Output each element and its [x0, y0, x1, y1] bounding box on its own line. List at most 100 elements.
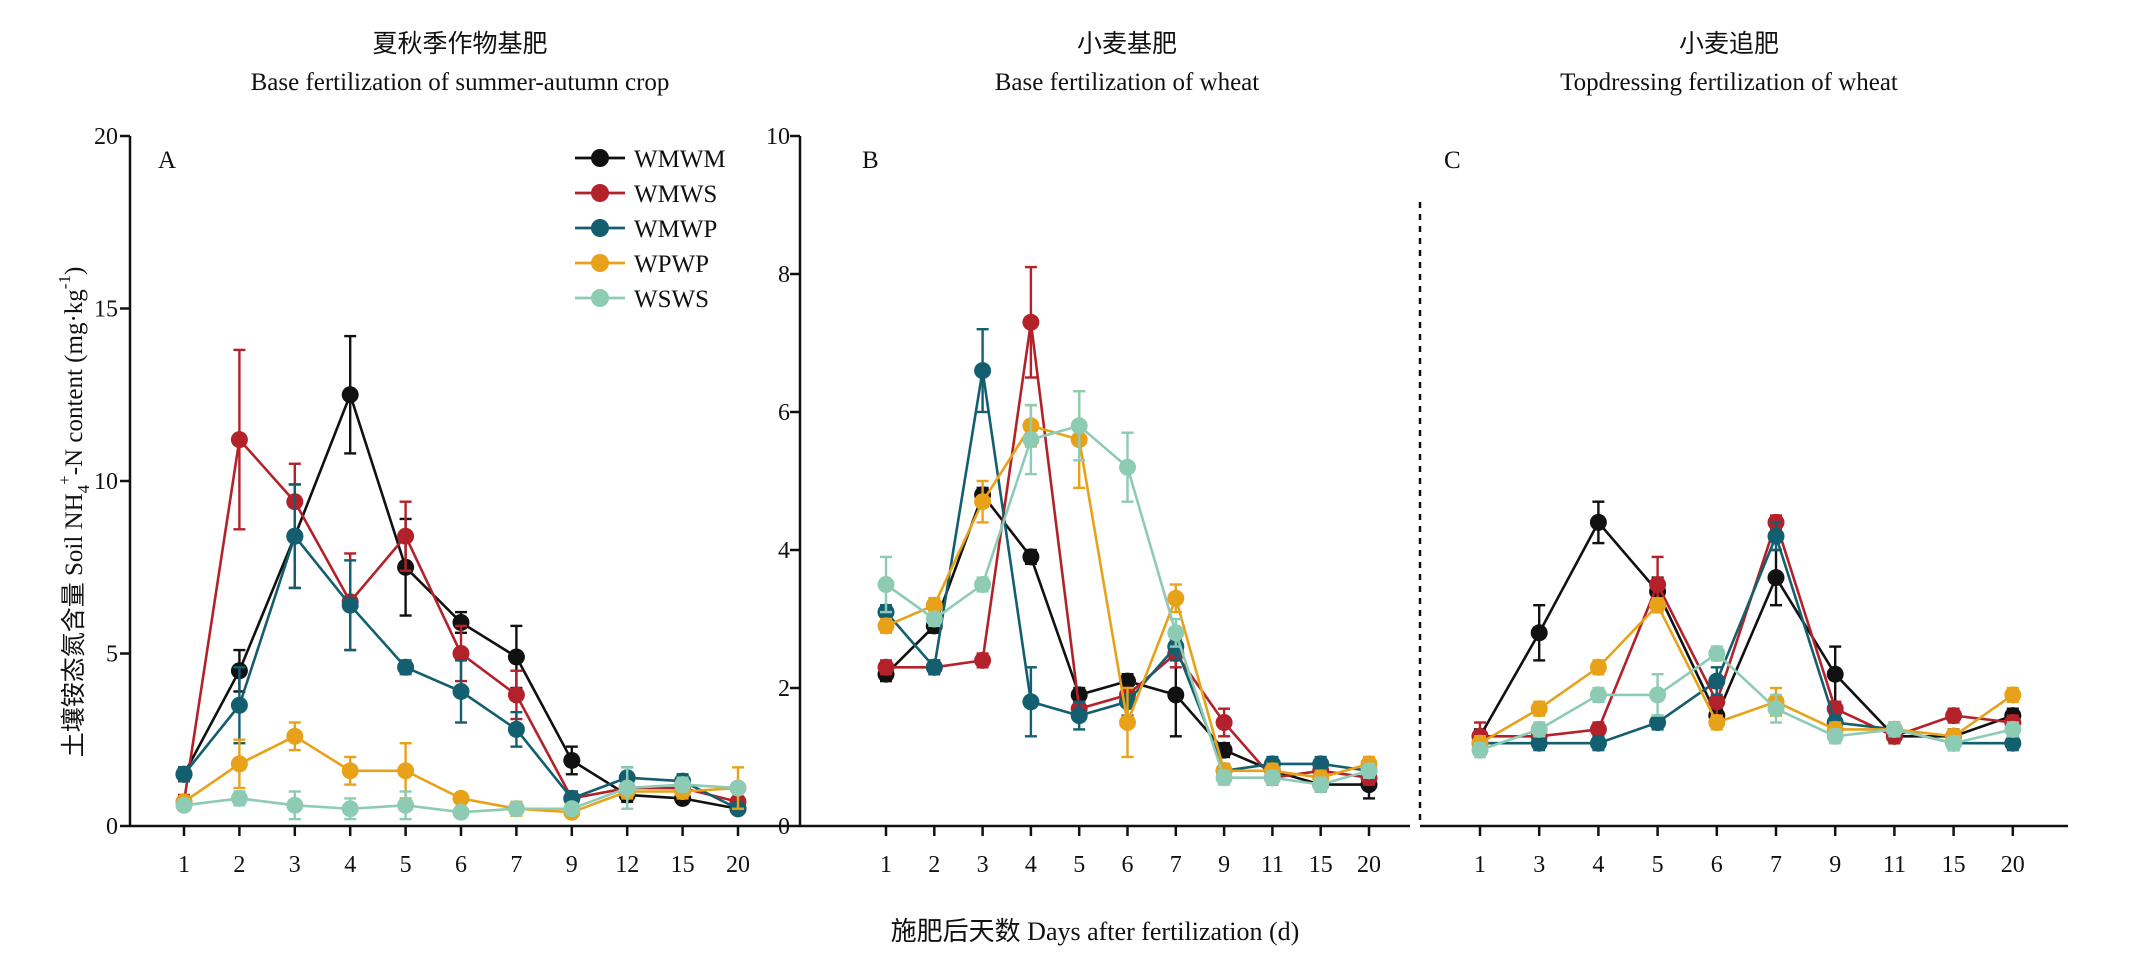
panel-b-title: Base fertilization of wheat [995, 69, 1260, 96]
series-line [1479, 602, 2014, 745]
series-wpwp [1471, 596, 2022, 752]
data-point [1360, 762, 1378, 780]
y-tick-label: 15 [94, 297, 118, 323]
data-point [452, 803, 470, 821]
y-axis-label: 土壤铵态氮含量 Soil NH4+-N content (mg·kg-1) [55, 267, 93, 758]
data-point [974, 493, 992, 511]
series-line [1479, 651, 2014, 752]
data-point [1649, 714, 1667, 731]
data-point [1312, 755, 1330, 773]
data-point [1215, 769, 1233, 787]
data-point [2004, 720, 2022, 738]
data-point [1945, 707, 1963, 725]
legend-marker [591, 289, 609, 307]
x-tick-label: 4 [1025, 852, 1037, 878]
data-point [1826, 665, 1844, 683]
x-tick-label: 1 [880, 852, 892, 878]
data-point [230, 431, 248, 449]
x-tick-label: 5 [1073, 852, 1085, 878]
data-point [1589, 513, 1607, 531]
y-tick-label: 0 [106, 814, 118, 840]
series-line [182, 390, 739, 811]
data-point [175, 796, 193, 814]
panel-a-label: A [158, 147, 176, 174]
data-point [1167, 589, 1185, 607]
legend-label: WMWM [634, 146, 726, 173]
x-tick-label: 11 [1261, 852, 1284, 878]
data-point [1708, 645, 1726, 662]
data-point [507, 648, 525, 666]
panel-c: 1 3 4 5 6 7 9 11 15 20 [1420, 500, 2068, 878]
x-tick-label: 7 [510, 852, 522, 878]
x-tick-label: 20 [2001, 852, 2025, 878]
legend-marker [591, 149, 609, 167]
data-point [507, 800, 525, 818]
data-point [507, 720, 525, 738]
x-tick-label: 6 [1711, 852, 1723, 878]
legend: WMWM WMWS WMWP WPWP WSWS [575, 146, 726, 313]
legend-item-wmws: WMWS [575, 181, 717, 208]
data-point [1070, 707, 1088, 725]
x-tick-label: 6 [455, 852, 467, 878]
data-point [452, 645, 470, 662]
series-wsws [1471, 645, 2022, 759]
data-point [1649, 596, 1667, 614]
y-tick-label: 5 [106, 642, 118, 668]
data-point [230, 696, 248, 714]
data-point [1589, 658, 1607, 676]
legend-item-wsws: WSWS [575, 286, 709, 313]
data-point [877, 617, 895, 635]
x-axis-label: 施肥后天数 Days after fertilization (d) [891, 917, 1300, 946]
data-point [1530, 700, 1548, 718]
x-tick-label: 15 [671, 852, 695, 878]
series-wsws [877, 390, 1378, 794]
data-point [1649, 576, 1667, 593]
y-tick-label: 6 [778, 400, 790, 426]
series-wmws [1471, 513, 2022, 752]
data-point [1022, 431, 1040, 449]
x-tick-label: 6 [1122, 852, 1134, 878]
data-point [877, 576, 895, 593]
data-point [674, 776, 692, 794]
x-tick-label: 1 [178, 852, 190, 878]
data-point [1649, 686, 1667, 704]
data-point [974, 651, 992, 669]
y-tick-label: 20 [94, 124, 118, 150]
data-point [397, 658, 415, 676]
data-point [1167, 686, 1185, 704]
x-tick-label: 5 [1652, 852, 1664, 878]
y-tick-label: 2 [778, 676, 790, 702]
x-tick-label: 7 [1170, 852, 1182, 878]
x-tick-label: 12 [615, 852, 639, 878]
legend-marker [591, 254, 609, 272]
y-tick-label: 8 [778, 262, 790, 288]
x-tick-label: 3 [289, 852, 301, 878]
series-wmws [175, 348, 747, 811]
data-point [563, 751, 581, 769]
data-point [1530, 624, 1548, 642]
data-point [341, 596, 359, 614]
data-point [925, 596, 943, 614]
y-tick-label: 0 [778, 814, 790, 840]
data-point [1708, 672, 1726, 690]
series-wmwm [175, 334, 747, 818]
data-point [974, 362, 992, 380]
data-point [729, 779, 747, 797]
data-point [230, 789, 248, 807]
data-point [877, 658, 895, 676]
data-point [1070, 686, 1088, 704]
data-point [286, 796, 304, 814]
x-tick-label: 15 [1942, 852, 1966, 878]
series-wsws [175, 766, 747, 821]
data-point [1022, 313, 1040, 331]
data-point [1022, 548, 1040, 566]
x-tick-label: 15 [1309, 852, 1333, 878]
panel-b-label: B [862, 147, 879, 174]
data-point [974, 576, 992, 593]
data-point [1767, 569, 1785, 587]
data-point [1119, 672, 1136, 690]
data-point [1119, 458, 1136, 476]
legend-item-wpwp: WPWP [575, 251, 709, 278]
panel-b-title-cn: 小麦基肥 [1077, 30, 1177, 58]
